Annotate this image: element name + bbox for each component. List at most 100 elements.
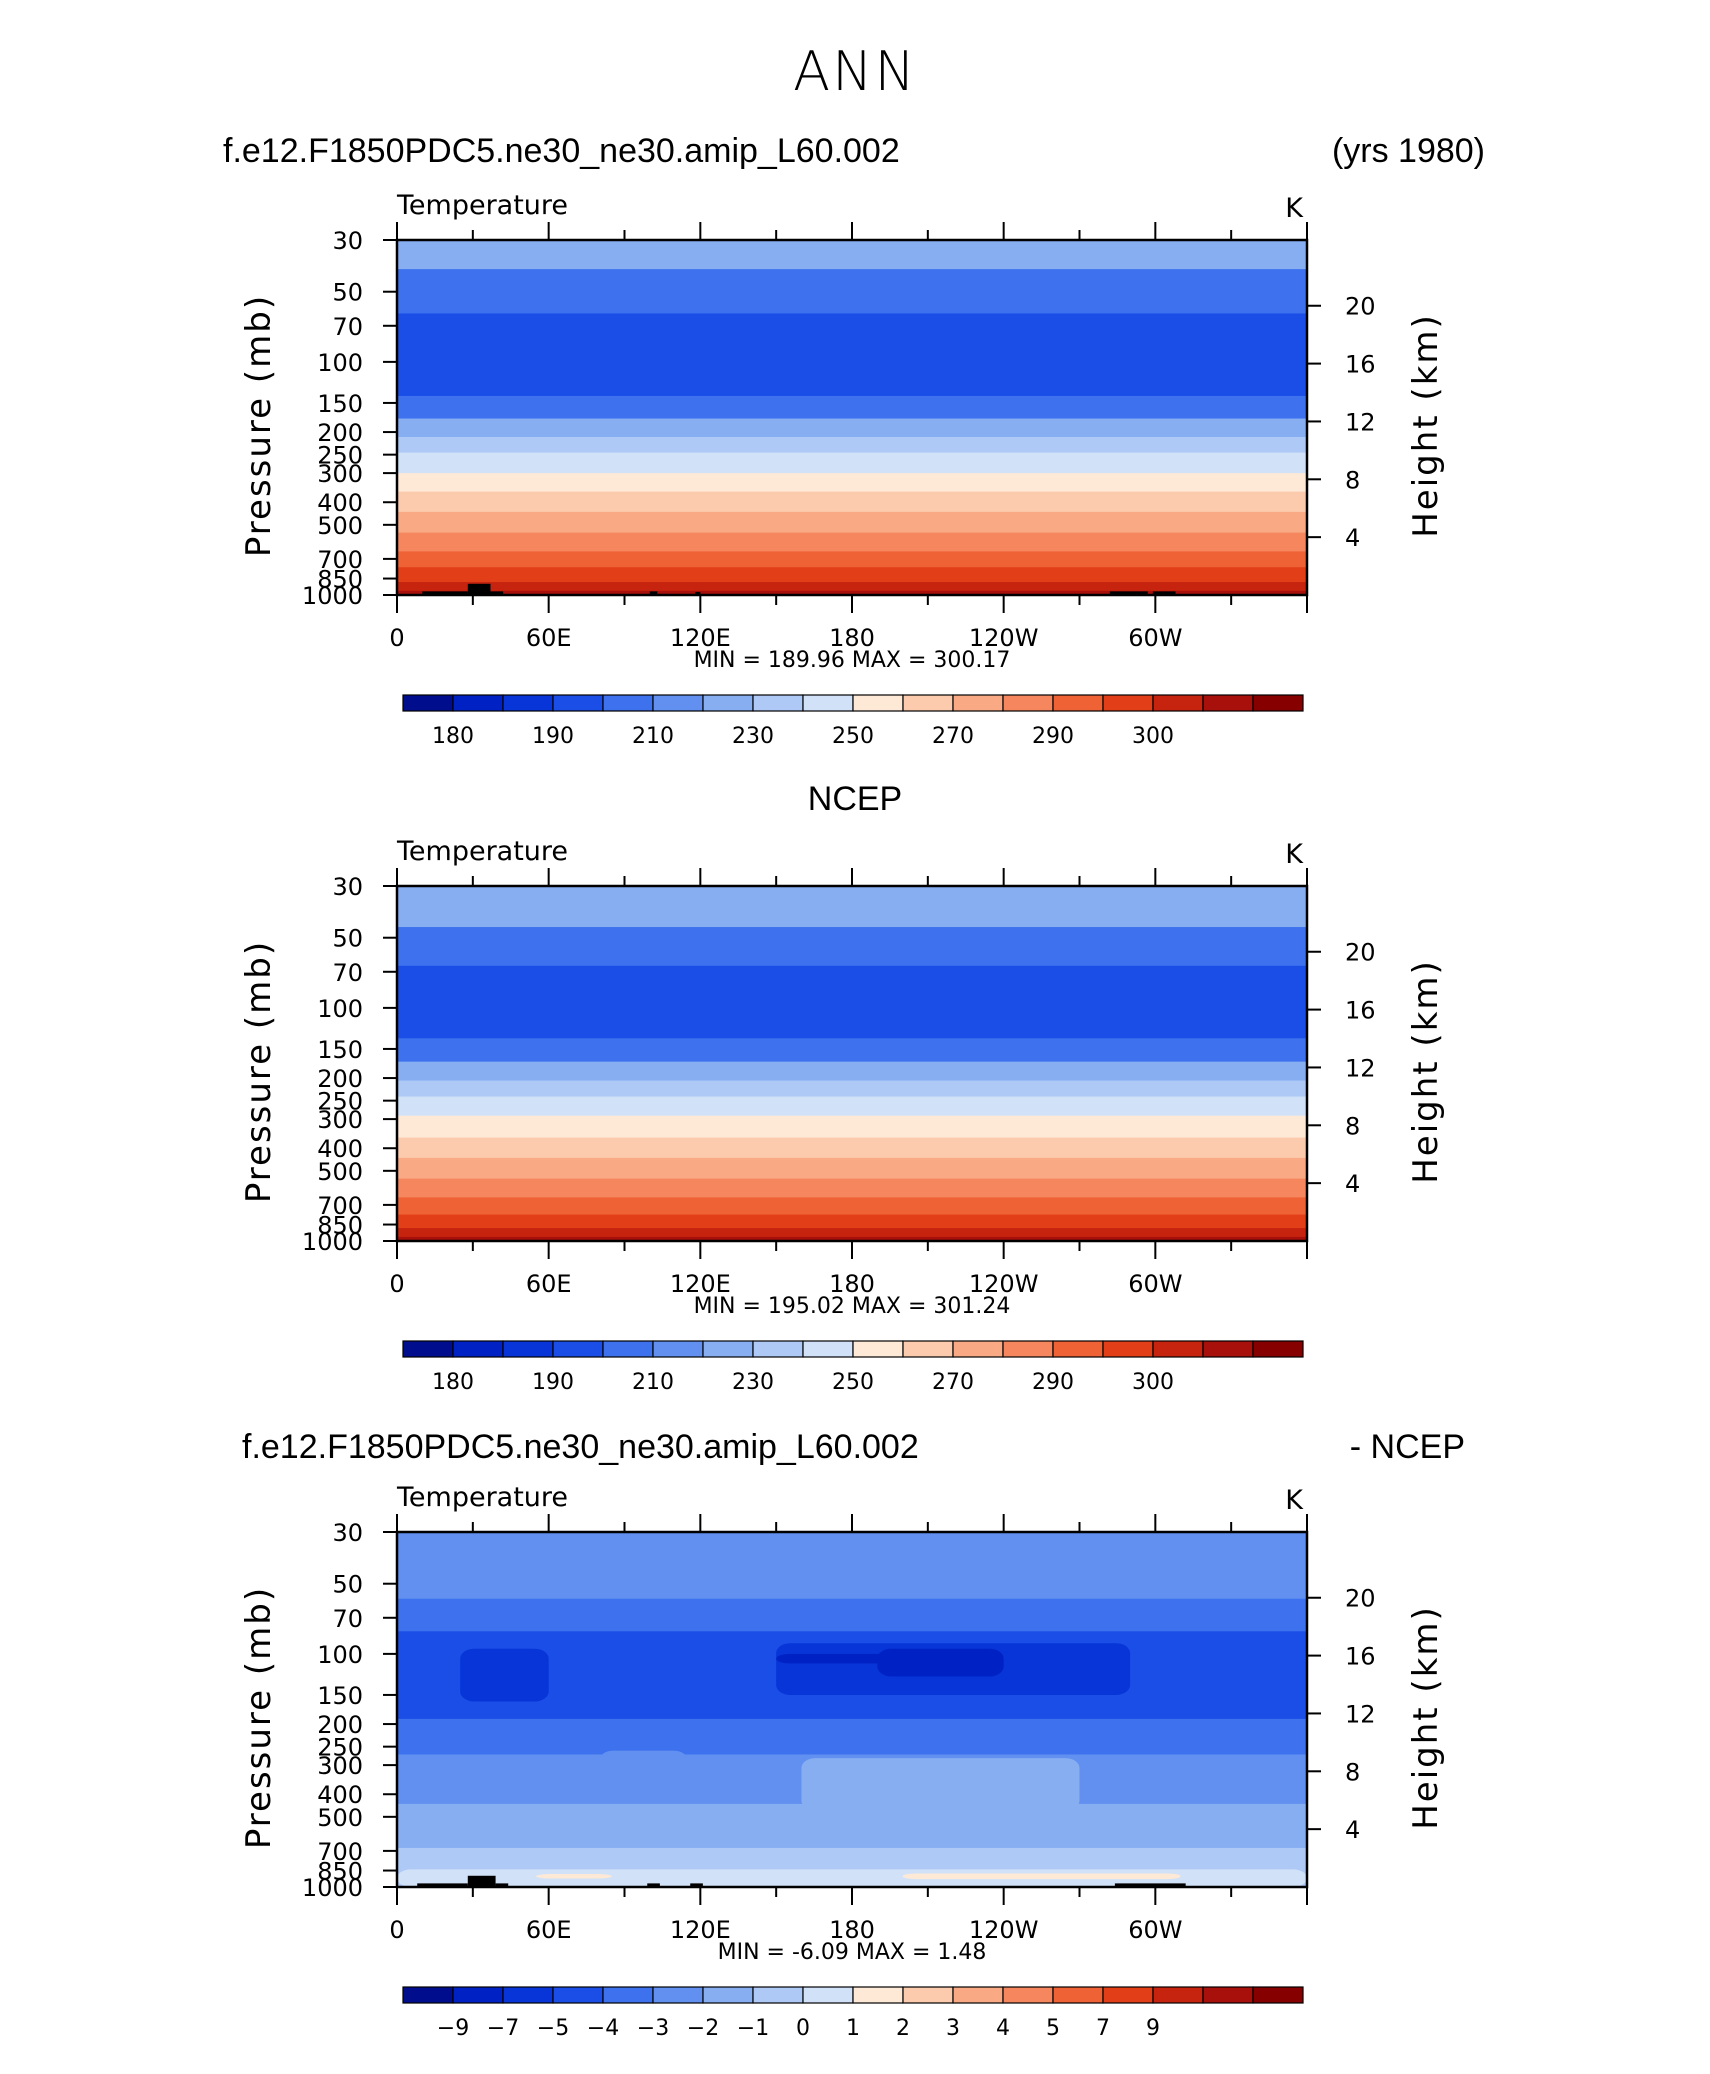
contour-band — [397, 437, 1307, 454]
contour-band — [397, 1157, 1307, 1180]
contour-region — [460, 1648, 549, 1702]
colorbar-label: 270 — [932, 724, 974, 749]
colorbar-swatch — [802, 694, 854, 712]
colorbar-swatch — [752, 694, 804, 712]
colorbar-swatch — [1102, 1986, 1154, 2004]
colorbar-label: 1 — [846, 2016, 860, 2041]
y-right-tick-label: 12 — [1345, 1700, 1376, 1728]
y-tick-label: 300 — [317, 1752, 363, 1780]
colorbar-swatch — [1102, 1340, 1154, 1358]
colorbar-swatch — [1002, 1986, 1054, 2004]
colorbar-label: 5 — [1046, 2016, 1060, 2041]
y-tick-label: 500 — [317, 512, 363, 540]
colorbar-swatch — [1102, 694, 1154, 712]
y-right-axis-label: Height (km) — [1406, 959, 1446, 1184]
y-axis-label: Pressure (mb) — [239, 294, 279, 557]
y-tick-label: 300 — [317, 1106, 363, 1134]
terrain-mask — [1109, 591, 1148, 595]
y-axis-label: Pressure (mb) — [239, 1586, 279, 1849]
y-right-tick-label: 8 — [1345, 1112, 1360, 1140]
colorbar-label: 300 — [1132, 724, 1174, 749]
colorbar-swatch — [852, 1340, 904, 1358]
min-max-stats: MIN = -6.09 MAX = 1.48 — [718, 1940, 987, 1965]
colorbar-swatch — [452, 1340, 504, 1358]
colorbar-label: −4 — [587, 2016, 619, 2041]
y-tick-label: 150 — [317, 1036, 363, 1064]
contour-region — [801, 1758, 1080, 1811]
y-tick-label: 70 — [332, 1605, 363, 1633]
contour-band — [397, 582, 1307, 592]
colorbar-swatch — [902, 1986, 954, 2004]
y-tick-label: 250 — [317, 1088, 363, 1116]
colorbar-label: −1 — [737, 2016, 769, 2041]
colorbar-swatch — [402, 694, 454, 712]
colorbar-swatch — [1152, 1340, 1204, 1358]
colorbar-swatch — [952, 1986, 1004, 2004]
y-tick-label: 1000 — [302, 1228, 363, 1256]
colorbar-swatch — [452, 1986, 504, 2004]
colorbar-swatch — [802, 1986, 854, 2004]
y-tick-label: 700 — [317, 546, 363, 574]
y-right-tick-label: 12 — [1345, 408, 1376, 436]
min-max-stats: MIN = 195.02 MAX = 301.24 — [694, 1294, 1011, 1319]
contour-band — [397, 886, 1307, 928]
contour-band — [397, 532, 1307, 552]
y-tick-label: 500 — [317, 1804, 363, 1832]
x-tick-label: 120E — [670, 1916, 731, 1944]
x-tick-label: 60E — [526, 624, 572, 652]
contour-band — [397, 491, 1307, 513]
contour-band — [397, 511, 1307, 534]
colorbar-label: 4 — [996, 2016, 1010, 2041]
contour-band — [397, 1096, 1307, 1117]
colorbar-swatch — [1252, 1340, 1304, 1358]
y-tick-label: 100 — [317, 349, 363, 377]
y-tick-label: 200 — [317, 419, 363, 447]
x-tick-label: 60E — [526, 1270, 572, 1298]
colorbar-label: 190 — [532, 1370, 574, 1395]
y-tick-label: 50 — [332, 279, 363, 307]
panel-difference-temperature: Temperature K3050701001502002503004005007… — [239, 1482, 1446, 2041]
y-tick-label: 700 — [317, 1838, 363, 1866]
colorbar-swatch — [1052, 694, 1104, 712]
y-right-tick-label: 4 — [1345, 524, 1360, 552]
colorbar-swatch — [1152, 694, 1204, 712]
colorbar-swatch — [1202, 1986, 1254, 2004]
colorbar-swatch — [852, 694, 904, 712]
units-label: K — [1285, 839, 1304, 870]
contour-band — [397, 1061, 1307, 1082]
colorbar-label: 230 — [732, 1370, 774, 1395]
y-tick-label: 150 — [317, 1682, 363, 1710]
contour-band — [397, 1115, 1307, 1139]
x-tick-label: 60W — [1128, 1270, 1182, 1298]
y-right-axis-label: Height (km) — [1406, 1605, 1446, 1830]
contour-band — [397, 551, 1307, 568]
y-tick-label: 300 — [317, 460, 363, 488]
colorbar-label: 2 — [896, 2016, 910, 2041]
y-tick-label: 200 — [317, 1711, 363, 1739]
colorbar-label: 230 — [732, 724, 774, 749]
contour-region — [877, 1648, 1004, 1677]
colorbar-swatch — [602, 1340, 654, 1358]
y-tick-label: 700 — [317, 1192, 363, 1220]
panel1-case-name: f.e12.F1850PDC5.ne30_ne30.amip_L60.002 — [223, 132, 900, 170]
y-tick-label: 100 — [317, 1641, 363, 1669]
colorbar-swatch — [552, 1340, 604, 1358]
colorbar-swatch — [1202, 1340, 1254, 1358]
y-right-tick-label: 8 — [1345, 1758, 1360, 1786]
panel-model-temperature: Temperature K3050701001502002503004005007… — [239, 190, 1446, 749]
units-label: K — [1285, 193, 1304, 224]
colorbar-label: 210 — [632, 724, 674, 749]
colorbar-label: 180 — [432, 1370, 474, 1395]
panel1-years: (yrs 1980) — [1331, 132, 1485, 170]
colorbar-label: 290 — [1032, 724, 1074, 749]
panel2-dataset-name: NCEP — [807, 780, 903, 818]
contour-band — [397, 418, 1307, 438]
colorbar-label: 210 — [632, 1370, 674, 1395]
contour-band — [397, 452, 1307, 474]
contour-band — [397, 1532, 1307, 1600]
contour-band — [397, 1038, 1307, 1063]
x-tick-label: 60W — [1128, 1916, 1182, 1944]
colorbar-label: 9 — [1146, 2016, 1160, 2041]
colorbar-swatch — [402, 1340, 454, 1358]
colorbar-swatch — [1002, 694, 1054, 712]
